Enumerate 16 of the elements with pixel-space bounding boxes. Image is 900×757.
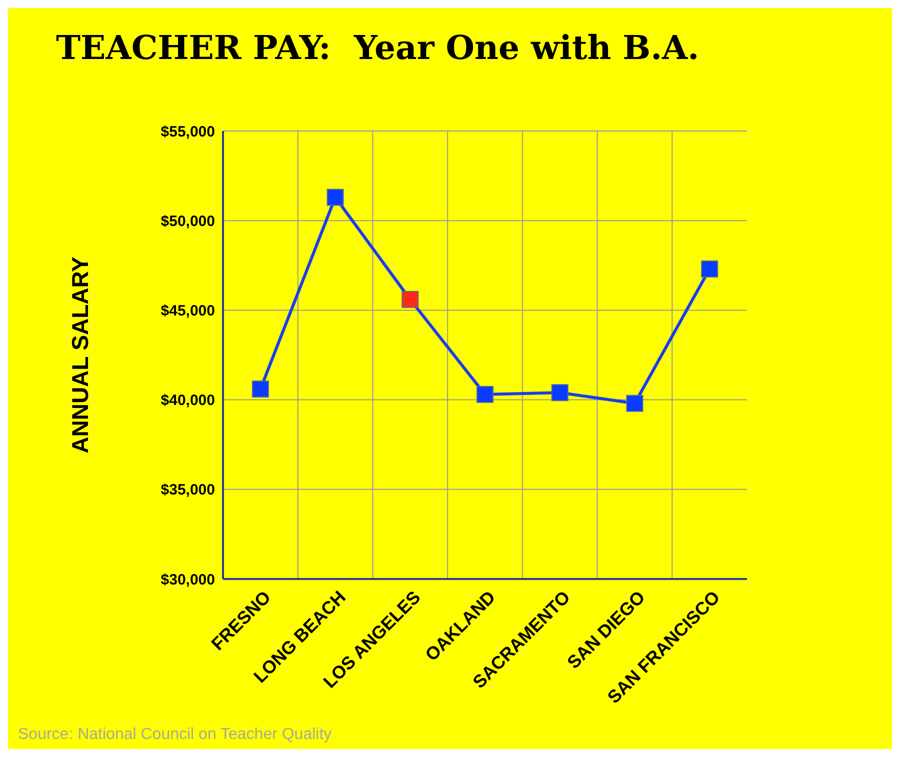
source-note: Source: National Council on Teacher Quality <box>18 726 332 744</box>
point <box>252 380 269 398</box>
point <box>476 386 494 403</box>
chart-title: TEACHER PAY: Year One with B.A. <box>56 28 700 67</box>
y-axis-title: ANNUAL SALARY <box>67 256 94 454</box>
y-tick-label: $55,000 <box>160 123 215 140</box>
point <box>326 188 344 206</box>
y-tick-label: $45,000 <box>160 302 215 320</box>
y-tick-label: $50,000 <box>160 212 215 230</box>
point <box>551 384 568 402</box>
y-tick-label: $30,000 <box>160 571 215 588</box>
point <box>402 290 419 308</box>
y-tick-label: $35,000 <box>160 482 215 499</box>
point <box>701 260 718 278</box>
y-tick-label: $40,000 <box>160 392 215 410</box>
point <box>626 394 644 412</box>
